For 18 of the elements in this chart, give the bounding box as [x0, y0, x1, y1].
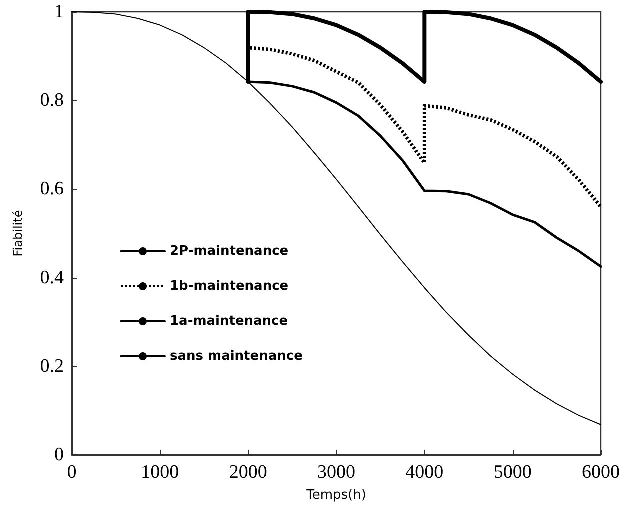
y-tick-label: 0.6 — [40, 178, 64, 200]
x-tick-label: 5000 — [494, 462, 532, 483]
x-tick-label: 4000 — [406, 462, 444, 483]
y-tick-label: 0 — [54, 444, 64, 466]
legend-label: 2P-maintenance — [170, 244, 289, 259]
x-axis-title: Temps(h) — [306, 488, 366, 503]
y-tick-label: 0.4 — [40, 267, 64, 288]
legend-label: 1a-maintenance — [170, 314, 288, 329]
y-axis-title: Fiabilité — [11, 210, 25, 257]
x-tick-label: 3000 — [318, 462, 356, 483]
x-tick-label: 6000 — [582, 462, 620, 483]
x-tick-label: 2000 — [229, 462, 268, 483]
legend-label: 1b-maintenance — [170, 279, 289, 294]
y-tick-label: 0.8 — [40, 90, 64, 112]
y-tick-label: 0.2 — [40, 356, 64, 377]
y-tick-label: 1 — [54, 2, 64, 22]
legend-label: sans maintenance — [170, 349, 304, 364]
x-tick-label: 1000 — [141, 462, 180, 483]
